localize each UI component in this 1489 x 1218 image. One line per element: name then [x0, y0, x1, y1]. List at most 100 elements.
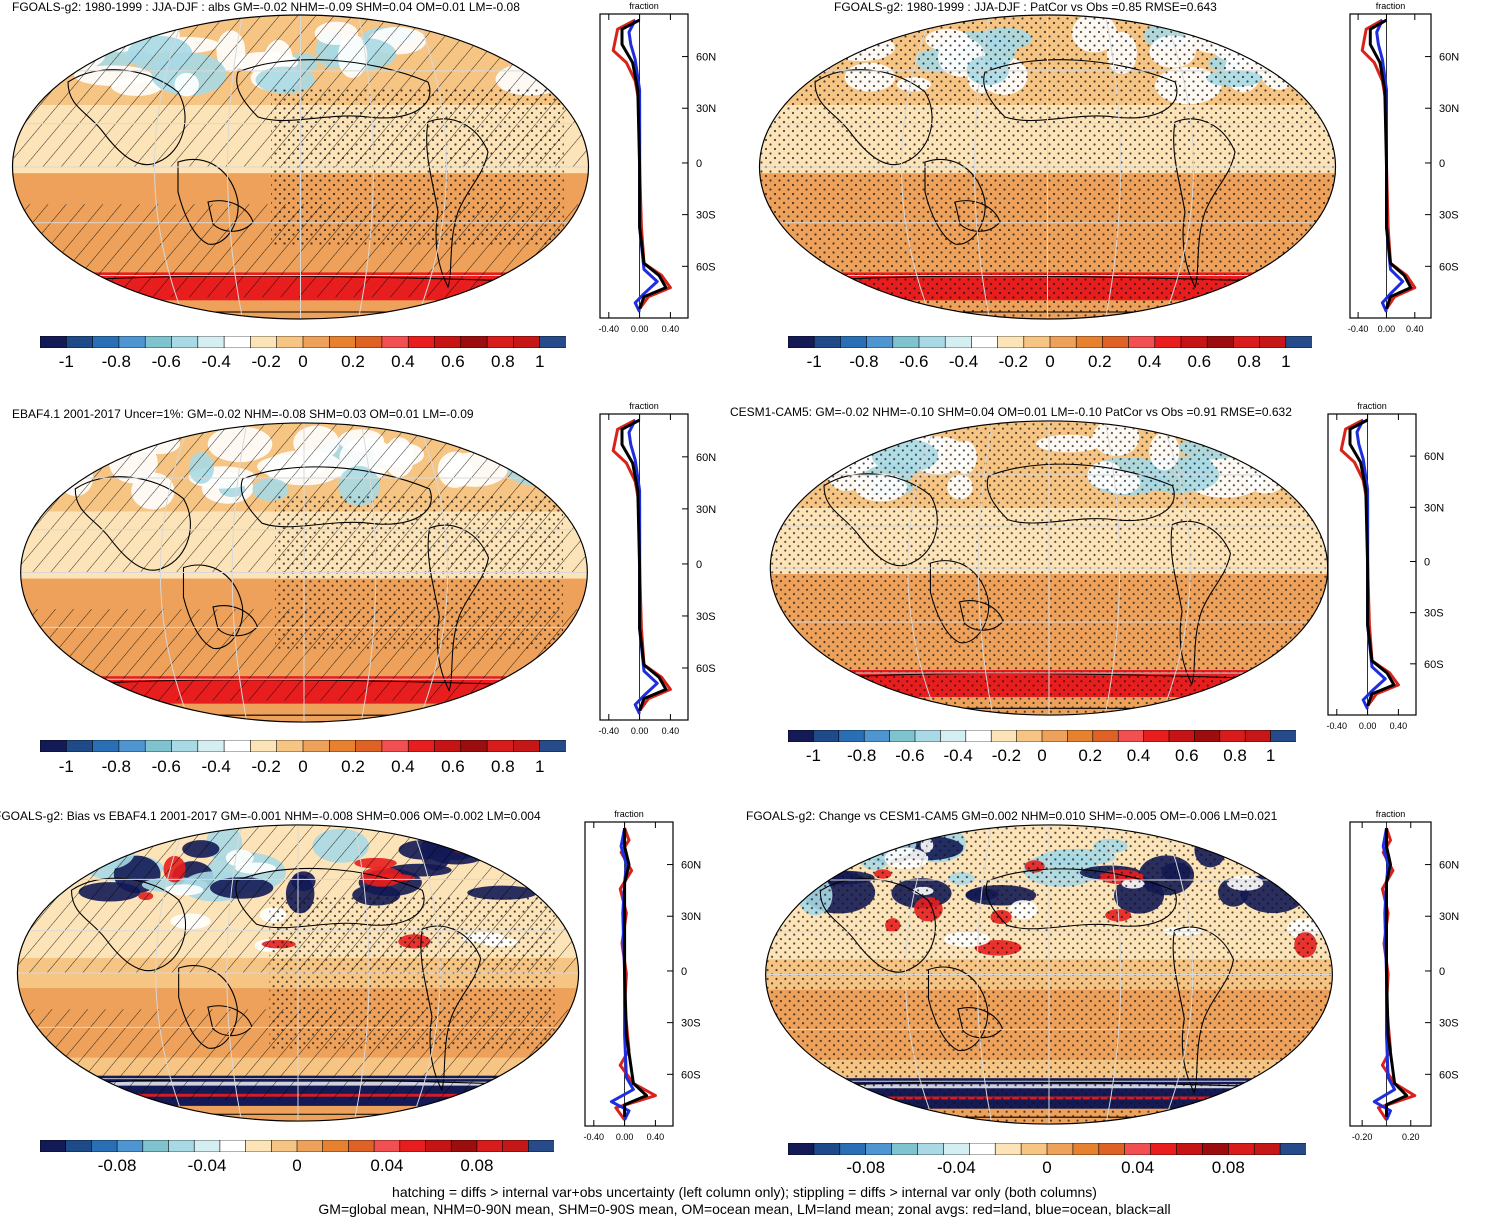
colorbar-labels: -1 -0.8 -0.6 -0.4 -0.2 0 0.2 0.4 0.6 0.8…	[40, 757, 566, 777]
colorbar	[788, 1143, 1306, 1155]
colorbar-tick-label: 0	[1037, 746, 1047, 765]
colorbar-swatch	[838, 730, 865, 742]
latitude-tick-label: 0	[1439, 966, 1445, 978]
zonal-x-tick-label: 0.40	[1406, 324, 1424, 334]
colorbar-tick-label: -0.2	[998, 352, 1028, 371]
colorbar-tick-label: 0.2	[341, 757, 365, 776]
colorbar-swatch	[840, 336, 868, 348]
colorbar-swatch	[539, 740, 566, 752]
colorbar-tick-label: 0.8	[1223, 746, 1247, 765]
latitude-tick-label: 0	[681, 966, 687, 978]
colorbar-tick-label: -0.4	[201, 757, 231, 776]
zonal-x-tick-label: 0.00	[1359, 721, 1377, 731]
colorbar-swatch	[348, 1140, 375, 1152]
latitude-tick-label: 30S	[1439, 1018, 1459, 1030]
latitude-tick-label: 30S	[696, 210, 716, 222]
colorbar-tick-label: 0.8	[1237, 352, 1261, 371]
colorbar-tick-label: -0.2	[251, 757, 281, 776]
colorbar-swatch	[40, 1140, 67, 1152]
colorbar-swatch	[197, 740, 225, 752]
zonal-x-tick-label: -0.40	[599, 726, 620, 736]
colorbar-tick-label: -0.2	[251, 352, 281, 371]
footer-line: GM=global mean, NHM=0-90N mean, SHM=0-90…	[318, 1201, 1171, 1217]
colorbar-swatch	[322, 1140, 350, 1152]
colorbar-swatch	[223, 740, 252, 752]
colorbar-swatch	[918, 336, 947, 348]
zonal-x-tick-label: -0.40	[599, 324, 620, 334]
colorbar-swatch	[1128, 336, 1156, 348]
map-panel	[769, 420, 1329, 716]
zonal-mean-plot: fraction 60N 30N 0 30S 60S -0.40 0.00 0.40	[599, 1, 717, 334]
map-panel	[20, 422, 588, 723]
colorbar-swatch	[865, 1143, 893, 1155]
latitude-tick-label: 30N	[1439, 103, 1459, 115]
latitude-tick-label: 30N	[681, 911, 701, 923]
latitude-tick-label: 60N	[1439, 52, 1459, 64]
colorbar-tick-label: -0.4	[943, 746, 973, 765]
colorbar-swatch	[197, 336, 225, 348]
colorbar-swatch	[40, 740, 68, 752]
zonal-mean-plot: fraction 60N 30N 0 30S 60S -0.40 0.00 0.40	[584, 809, 702, 1142]
colorbar-swatch	[373, 1140, 401, 1152]
colorbar-tick-label: -1	[805, 746, 821, 765]
colorbar-swatch	[1016, 730, 1043, 742]
colorbar-swatch	[1067, 730, 1094, 742]
colorbar-swatch	[355, 740, 383, 752]
colorbar-swatch	[118, 740, 147, 752]
colorbar-tick-label: -0.2	[991, 746, 1022, 765]
colorbar-tick-label: 1	[1281, 352, 1291, 371]
colorbar-swatch	[434, 740, 462, 752]
colorbar-swatch	[527, 1140, 554, 1152]
colorbar-swatch	[1219, 730, 1246, 742]
colorbar-swatch	[1244, 730, 1272, 742]
colorbar-swatch	[1285, 336, 1312, 348]
zonal-x-tick-label: 0.00	[631, 324, 649, 334]
zonal-x-tick-label: 0.40	[662, 726, 680, 736]
colorbar-tick-label: 1	[1265, 746, 1276, 765]
colorbar-tick-label: 0	[292, 1156, 302, 1175]
colorbar-swatch	[1279, 1143, 1306, 1155]
zonal-x-tick-label: 0.00	[616, 1132, 634, 1142]
colorbar-swatch	[118, 336, 147, 348]
map-panel	[16, 824, 580, 1122]
colorbar-swatch	[1180, 336, 1209, 348]
panel-title: FGOALS-g2: Change vs CESM1-CAM5 GM=0.002…	[746, 809, 1278, 823]
colorbar-swatch	[381, 336, 409, 348]
zonal-mean-plot: fraction 60N 30N 0 30S 60S -0.40 0.00 0.40	[1348, 1, 1459, 334]
colorbar-tick-label: 0	[1042, 1158, 1052, 1177]
zonal-x-tick-label: 0.40	[647, 1132, 665, 1142]
colorbar-swatch	[513, 740, 541, 752]
colorbar-swatch	[407, 336, 436, 348]
zonal-x-tick-label: -0.40	[584, 1132, 605, 1142]
colorbar-swatch	[1075, 336, 1104, 348]
colorbar-swatch	[65, 740, 94, 752]
colorbar-swatch	[969, 1143, 997, 1155]
colorbar-tick-label: -0.6	[151, 757, 181, 776]
colorbar-swatch	[788, 730, 815, 742]
colorbar-swatch	[994, 1143, 1022, 1155]
zonal-x-tick-label: -0.20	[1352, 1132, 1373, 1142]
colorbar-tick-label: 0.4	[1137, 352, 1162, 371]
colorbar-swatch	[788, 336, 816, 348]
zonal-x-tick-label: 0.40	[662, 324, 680, 334]
colorbar-labels: -1 -0.8 -0.6 -0.4 -0.2 0 0.2 0.4 0.6 0.8…	[40, 352, 566, 372]
zonal-header-label: fraction	[614, 809, 644, 819]
colorbar-tick-label: 0.6	[441, 757, 465, 776]
zonal-header-label: fraction	[1357, 401, 1387, 411]
colorbar-swatch	[1206, 336, 1235, 348]
latitude-tick-label: 30S	[681, 1018, 701, 1030]
colorbar-swatch	[328, 740, 357, 752]
colorbar-swatch	[891, 1143, 919, 1155]
latitude-tick-label: 60S	[696, 663, 716, 675]
colorbar-swatch	[219, 1140, 247, 1152]
latitude-tick-label: 60N	[681, 860, 701, 872]
footer-line: hatching = diffs > internal var+obs unce…	[392, 1184, 1097, 1200]
colorbar-tick-label: 0.4	[391, 352, 415, 371]
zonal-mean-plot: fraction 60N 30N 0 30S 60S -0.20 0.20	[1349, 809, 1459, 1142]
colorbar-swatch	[1168, 730, 1196, 742]
colorbar-tick-label: 0.8	[491, 352, 515, 371]
colorbar	[40, 1140, 554, 1152]
zonal-x-tick-label: -0.40	[1348, 324, 1369, 334]
colorbar-tick-label: 0.2	[1087, 352, 1112, 371]
latitude-tick-label: 0	[696, 158, 702, 170]
